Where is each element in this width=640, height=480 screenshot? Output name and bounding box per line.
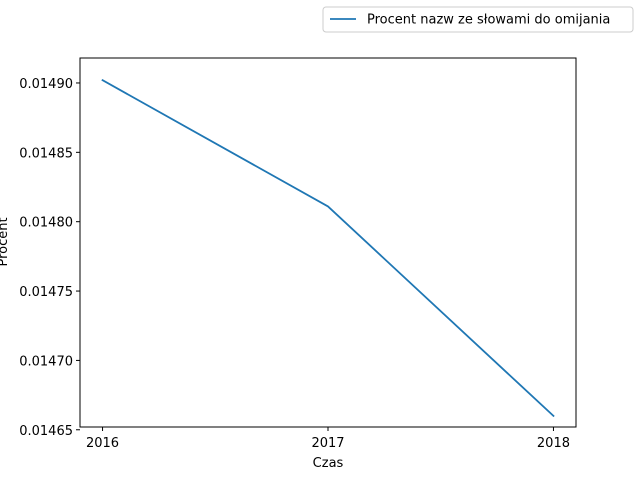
x-tick-label: 2017 [311, 436, 344, 451]
y-tick-label: 0.01475 [19, 285, 73, 300]
y-tick-label: 0.01465 [19, 424, 73, 439]
y-axis-label: Procent [0, 217, 11, 266]
y-tick-label: 0.01485 [19, 146, 73, 161]
y-tick-label: 0.01480 [19, 216, 73, 231]
y-tick-label: 0.01470 [19, 354, 73, 369]
series-line [101, 78, 555, 418]
legend-label: Procent nazw ze słowami do omijania [367, 13, 610, 28]
x-tick-label: 2016 [86, 436, 119, 451]
series-layer [101, 78, 555, 418]
plot-frame [79, 57, 577, 428]
legend-box [322, 6, 634, 33]
y-axis: 0.01465 0.01470 0.01475 0.01480 0.01485 0.014… [19, 77, 80, 439]
x-tick-label: 2018 [537, 436, 570, 451]
x-axis: 2016 2017 2018 [86, 427, 570, 451]
legend: Procent nazw ze słowami do omijania [322, 6, 634, 33]
y-tick-label: 0.01490 [19, 77, 73, 92]
x-axis-label: Czas [313, 456, 344, 471]
